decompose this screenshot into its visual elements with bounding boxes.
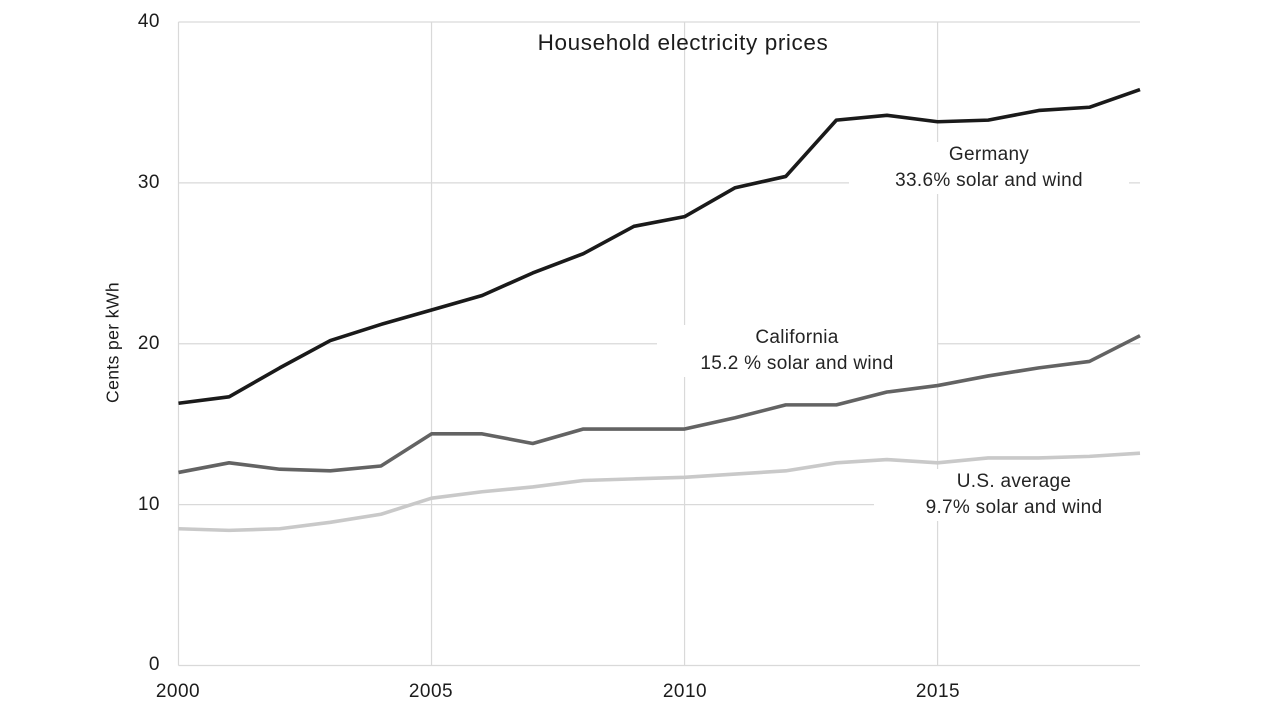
annotation-california-share: 15.2 % solar and wind	[700, 353, 894, 374]
annotation-germany: Germany 33.6% solar and wind	[849, 142, 1129, 194]
series-line-california	[178, 334, 1141, 475]
series-line-germany	[178, 87, 1141, 406]
series-line-u-s-average	[178, 451, 1141, 533]
chart-title: Household electricity prices	[537, 30, 829, 55]
annotation-us-average: U.S. average 9.7% solar and wind	[874, 469, 1154, 521]
y-tick-label-10: 10	[137, 494, 160, 515]
x-tick-label-2005: 2005	[408, 681, 454, 702]
annotation-california-name: California	[755, 327, 839, 348]
x-tick-label-2015: 2015	[915, 681, 961, 702]
annotation-us-average-share: 9.7% solar and wind	[925, 497, 1103, 518]
x-tick-label-2000: 2000	[155, 681, 201, 702]
y-tick-label-40: 40	[137, 11, 160, 32]
annotation-germany-name: Germany	[948, 144, 1030, 165]
y-tick-label-0: 0	[148, 654, 160, 675]
y-tick-label-20: 20	[137, 333, 160, 354]
y-tick-label-30: 30	[137, 172, 160, 193]
annotation-germany-share: 33.6% solar and wind	[895, 170, 1083, 191]
x-tick-label-2010: 2010	[662, 681, 708, 702]
annotation-us-average-name: U.S. average	[956, 471, 1072, 492]
annotation-california: California 15.2 % solar and wind	[657, 325, 937, 377]
